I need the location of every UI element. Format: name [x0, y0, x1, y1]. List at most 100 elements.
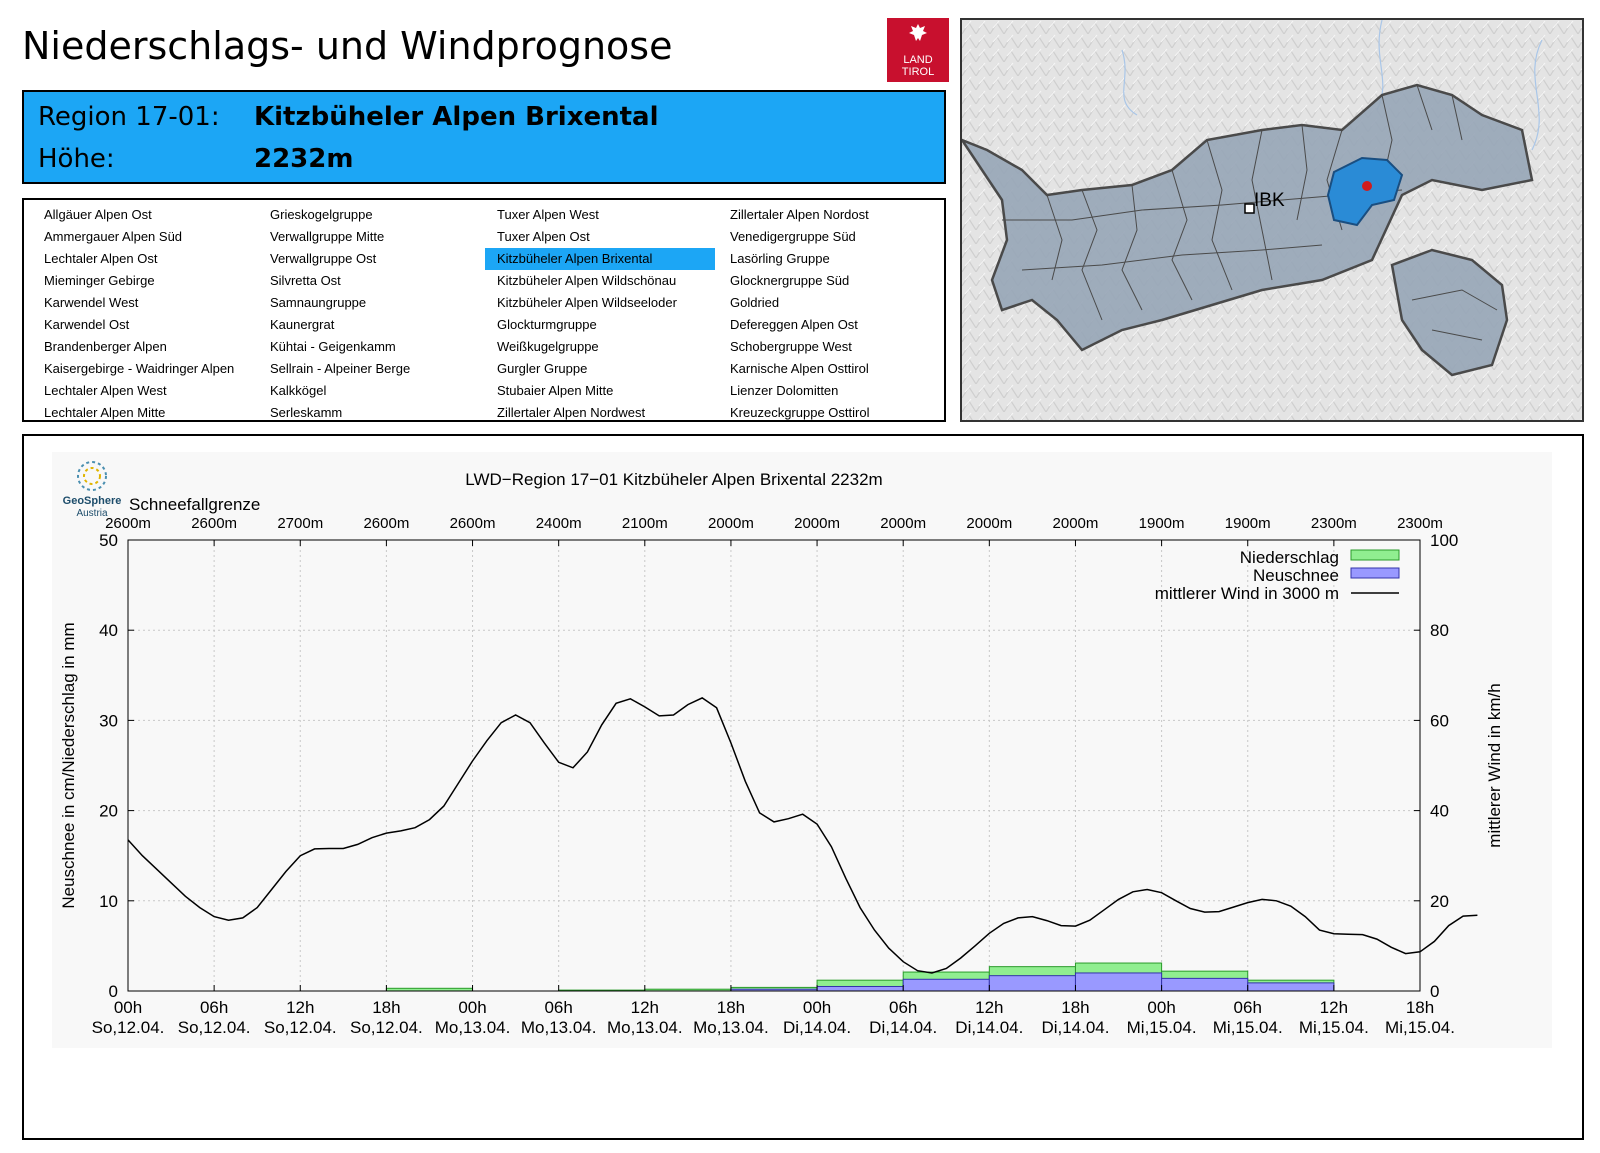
region-borders — [1002, 84, 1498, 341]
region-map[interactable]: IBK — [960, 18, 1584, 422]
y-tick-label-left: 40 — [99, 621, 118, 640]
y-tick-label-left: 0 — [109, 982, 118, 1001]
region-list-item[interactable]: Kreuzeckgruppe Osttirol — [730, 405, 870, 420]
region-list-item[interactable]: Karnische Alpen Osttirol — [730, 361, 869, 376]
region-list-item[interactable]: Tuxer Alpen Ost — [497, 229, 590, 244]
region-list-item[interactable]: Sellrain - Alpeiner Berge — [270, 361, 411, 376]
height-label: Höhe: — [38, 144, 115, 174]
x-tick-label-day: So,12.04. — [350, 1018, 423, 1037]
region-label: Region 17-01: — [38, 102, 220, 132]
region-list-item[interactable]: Zillertaler Alpen Nordwest — [497, 405, 646, 420]
x-tick-label-day: Mi,15.04. — [1385, 1018, 1455, 1037]
x-tick-label-hour: 18h — [372, 998, 400, 1017]
x-tick-label-day: Mi,15.04. — [1299, 1018, 1369, 1037]
city-label: IBK — [1254, 190, 1285, 211]
y-axis-label-right: mittlerer Wind in km/h — [1485, 683, 1504, 847]
y-tick-label-right: 20 — [1430, 892, 1449, 911]
legend-neuschnee-label: Neuschnee — [1253, 566, 1339, 585]
logo-line-1: LAND — [903, 54, 933, 66]
snowline-label: 2600m — [450, 515, 496, 532]
region-list-item[interactable]: Tuxer Alpen West — [497, 207, 599, 222]
chart-frame: GeoSphere Austria LWD−Region 17−01 Kitzb… — [22, 434, 1584, 1140]
snowline-label: 2000m — [794, 515, 840, 532]
x-tick-label-hour: 06h — [200, 998, 228, 1017]
region-list-item[interactable]: Weißkugelgruppe — [497, 339, 599, 354]
region-list-item[interactable]: Verwallgruppe Ost — [270, 251, 377, 266]
x-tick-label-hour: 18h — [1406, 998, 1434, 1017]
region-list-item[interactable]: Venedigergruppe Süd — [730, 229, 856, 244]
eagle-icon — [909, 24, 927, 41]
x-tick-label-hour: 18h — [717, 998, 745, 1017]
region-list-item[interactable]: Kitzbüheler Alpen Wildschönau — [497, 273, 677, 288]
region-list-item[interactable]: Lasörling Gruppe — [730, 251, 830, 266]
snowline-label: 2000m — [880, 515, 926, 532]
snowline-label: 2100m — [622, 515, 668, 532]
x-tick-label-day: So,12.04. — [178, 1018, 251, 1037]
legend-niederschlag-swatch — [1350, 549, 1400, 561]
region-list-item[interactable]: Serleskamm — [270, 405, 343, 420]
region-list-item[interactable]: Karwendel Ost — [44, 317, 130, 332]
region-list-column: Allgäuer Alpen Ost Ammergauer Alpen Süd Le… — [32, 204, 262, 424]
region-list-item[interactable]: Kühtai - Geigenkamm — [270, 339, 396, 354]
region-height: 2232m — [254, 144, 354, 174]
region-list-item[interactable]: Schobergruppe West — [730, 339, 852, 354]
chart-background — [52, 452, 1552, 1048]
x-tick-label-day: Mo,13.04. — [435, 1018, 511, 1037]
x-tick-label-day: Di,14.04. — [783, 1018, 851, 1037]
x-tick-label-hour: 06h — [889, 998, 917, 1017]
region-list-column: Grieskogelgruppe Verwallgruppe Mitte Verwa… — [258, 204, 488, 424]
snowline-label: 2000m — [708, 515, 754, 532]
chart-ticks: 00hSo,12.04.06hSo,12.04.12hSo,12.04.18hS… — [92, 531, 1459, 1037]
region-list-item[interactable]: Karwendel West — [44, 295, 139, 310]
x-tick-label-hour: 06h — [1234, 998, 1262, 1017]
x-tick-label-day: Mi,15.04. — [1127, 1018, 1197, 1037]
x-tick-label-hour: 00h — [803, 998, 831, 1017]
region-list-item[interactable]: Kitzbüheler Alpen Wildseeloder — [497, 295, 677, 310]
y-tick-label-left: 10 — [99, 892, 118, 911]
x-tick-label-day: Di,14.04. — [869, 1018, 937, 1037]
region-name: Kitzbüheler Alpen Brixental — [254, 102, 659, 132]
y-tick-label-left: 30 — [99, 711, 118, 730]
region-list-item[interactable]: Silvretta Ost — [270, 273, 341, 288]
page-title: Niederschlags- und Windprognose — [22, 24, 673, 68]
region-list-item[interactable]: Grieskogelgruppe — [270, 207, 373, 222]
x-tick-label-day: Di,14.04. — [1041, 1018, 1109, 1037]
x-tick-label-hour: 12h — [1320, 998, 1348, 1017]
region-info-box: Region 17-01: Kitzbüheler Alpen Brixenta… — [22, 90, 946, 184]
region-list-item[interactable]: Kalkkögel — [270, 383, 327, 398]
region-list-item[interactable]: Glockturmgruppe — [497, 317, 597, 332]
region-list-item[interactable]: Samnaungruppe — [270, 295, 367, 310]
region-list-item[interactable]: Kaisergebirge - Waidringer Alpen — [44, 361, 235, 376]
snowline-label: 2600m — [363, 515, 409, 532]
y-tick-label-right: 0 — [1430, 982, 1439, 1001]
region-list-item[interactable]: Zillertaler Alpen Nordost — [730, 207, 869, 222]
region-list-item[interactable]: Brandenberger Alpen — [44, 339, 167, 354]
selected-region-highlight[interactable] — [1326, 156, 1404, 227]
x-tick-label-hour: 06h — [544, 998, 572, 1017]
x-tick-label-day: Mi,15.04. — [1213, 1018, 1283, 1037]
x-tick-label-hour: 00h — [1147, 998, 1175, 1017]
region-list-item[interactable]: Lechtaler Alpen Mitte — [44, 405, 166, 420]
region-list-item[interactable]: Goldried — [730, 295, 780, 310]
tirol-east-region[interactable] — [1390, 248, 1509, 377]
region-list-item[interactable]: Glocknergruppe Süd — [730, 273, 850, 288]
plot-border — [127, 539, 1421, 992]
region-list-item[interactable]: Lechtaler Alpen West — [44, 383, 167, 398]
region-list-item[interactable]: Gurgler Gruppe — [497, 361, 588, 376]
snowline-label: 2400m — [536, 515, 582, 532]
region-list-item[interactable]: Kaunergrat — [270, 317, 335, 332]
region-list-item[interactable]: Defereggen Alpen Ost — [730, 317, 858, 332]
region-list-item[interactable]: Verwallgruppe Mitte — [270, 229, 385, 244]
selected-region-marker — [1362, 181, 1372, 191]
chart-title: LWD−Region 17−01 Kitzbüheler Alpen Brixe… — [465, 470, 882, 489]
region-list-item[interactable]: Ammergauer Alpen Süd — [44, 229, 183, 244]
snowline-label: 2700m — [277, 515, 323, 532]
x-tick-label-day: Mo,13.04. — [521, 1018, 597, 1037]
x-tick-label-day: So,12.04. — [264, 1018, 337, 1037]
region-list-item[interactable]: Kitzbüheler Alpen Brixental — [485, 248, 715, 270]
region-list-item[interactable]: Mieminger Gebirge — [44, 273, 155, 288]
region-list-item[interactable]: Stubaier Alpen Mitte — [497, 383, 614, 398]
region-list-item[interactable]: Lechtaler Alpen Ost — [44, 251, 158, 266]
region-list-item[interactable]: Allgäuer Alpen Ost — [44, 207, 152, 222]
region-list-item[interactable]: Lienzer Dolomitten — [730, 383, 839, 398]
